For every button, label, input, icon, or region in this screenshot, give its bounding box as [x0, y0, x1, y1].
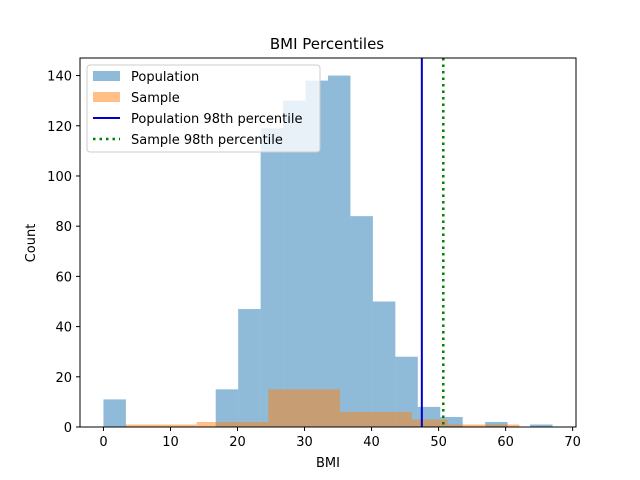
x-tick-label-60: 60	[497, 435, 514, 450]
population-bar-10	[328, 75, 351, 427]
y-axis-ticks: 0 20 40 60 80 100 120 140	[47, 70, 80, 436]
population-bar-11	[350, 216, 373, 427]
y-tick-label-100: 100	[47, 170, 72, 185]
sample-bar-8	[411, 419, 448, 427]
legend: Population Sample Population 98th percen…	[86, 64, 321, 153]
sample-bar-7	[375, 411, 412, 427]
population-bar-7	[260, 128, 284, 428]
population-bar-5	[215, 389, 239, 427]
sample-bar-5	[304, 389, 341, 427]
legend-label-sample: Sample	[131, 91, 180, 106]
population-bar-0	[103, 399, 126, 427]
population-bar-6	[238, 309, 261, 427]
x-tick-label-0: 0	[99, 435, 107, 450]
plot-bars	[103, 75, 553, 428]
x-tick-label-20: 20	[229, 435, 246, 450]
x-tick-label-70: 70	[564, 435, 581, 450]
sample-bar-4	[268, 389, 305, 427]
sample-bar-3	[232, 421, 269, 427]
y-axis-label: Count	[24, 224, 39, 263]
sample-bar-9	[447, 424, 484, 427]
y-tick-label-0: 0	[64, 421, 72, 436]
y-tick-label-20: 20	[55, 371, 72, 386]
population-bar-12	[372, 301, 396, 427]
legend-label-population: Population	[131, 70, 199, 85]
legend-box	[86, 64, 321, 153]
chart-title: BMI Percentiles	[270, 35, 384, 53]
sample-bar-6	[340, 411, 376, 427]
sample-bar-10	[483, 424, 520, 427]
x-axis-label: BMI	[316, 456, 340, 471]
x-tick-label-30: 30	[296, 435, 313, 450]
sample-bar-1	[160, 424, 197, 427]
y-tick-label-140: 140	[47, 70, 72, 85]
population-bar-8	[283, 100, 306, 428]
population-bar-15	[440, 416, 463, 427]
legend-swatch-population	[93, 71, 120, 81]
y-tick-label-80: 80	[55, 220, 72, 235]
population-bar-13	[395, 356, 418, 427]
x-tick-label-40: 40	[363, 435, 380, 450]
x-tick-label-50: 50	[430, 435, 447, 450]
legend-label-sample-98th: Sample 98th percentile	[131, 133, 283, 148]
plot-frame	[79, 57, 577, 428]
y-tick-label-60: 60	[55, 270, 72, 285]
plot-vlines	[420, 58, 445, 427]
y-tick-label-120: 120	[47, 120, 72, 135]
legend-label-population-98th: Population 98th percentile	[131, 112, 302, 127]
legend-swatch-sample	[93, 92, 120, 102]
population-bar-19	[530, 424, 553, 427]
x-tick-label-10: 10	[162, 435, 179, 450]
x-axis-ticks: 0 10 20 30 40 50 60 70	[99, 427, 581, 450]
population-bar-9	[305, 80, 328, 427]
y-tick-label-40: 40	[55, 321, 72, 336]
sample-bar-2	[196, 421, 233, 427]
sample-bar-0	[124, 424, 161, 427]
